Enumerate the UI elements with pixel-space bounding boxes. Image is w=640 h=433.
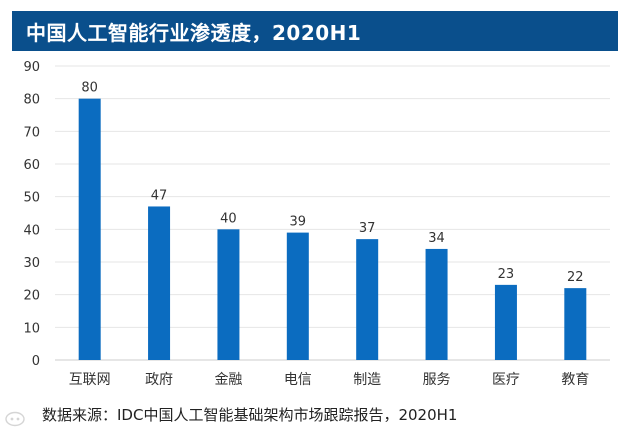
y-tick-label: 10	[23, 321, 40, 336]
bar	[564, 288, 587, 360]
y-tick-label: 70	[23, 125, 40, 140]
data-label: 47	[151, 188, 168, 203]
x-tick-label: 教育	[561, 372, 589, 388]
source-note: 数据来源：IDC中国人工智能基础架构市场跟踪报告，2020H1	[42, 406, 458, 424]
data-label: 80	[81, 81, 98, 96]
y-tick-label: 90	[23, 60, 40, 75]
title-bar: 中国人工智能行业渗透度，2020H1	[12, 11, 618, 51]
bar	[286, 232, 309, 360]
y-tick-label: 80	[23, 93, 40, 108]
data-label: 22	[567, 270, 584, 285]
data-label: 23	[498, 267, 515, 282]
y-tick-label: 20	[23, 289, 40, 304]
bar	[217, 229, 240, 360]
x-tick-label: 医疗	[492, 372, 520, 388]
bar	[148, 206, 171, 360]
y-tick-label: 60	[23, 158, 40, 173]
data-label: 34	[428, 231, 445, 246]
x-tick-label: 互联网	[69, 372, 111, 388]
bar	[356, 239, 379, 360]
data-label: 40	[220, 211, 237, 226]
y-tick-label: 50	[23, 191, 40, 206]
bar	[494, 284, 517, 360]
x-tick-label: 制造	[353, 372, 381, 388]
x-tick-label: 电信	[284, 372, 312, 388]
x-tick-label: 服务	[423, 372, 451, 388]
x-tick-label: 金融	[214, 372, 242, 388]
data-label: 39	[290, 215, 307, 230]
bar	[425, 248, 448, 360]
bar	[78, 98, 101, 361]
chart-title: 中国人工智能行业渗透度，2020H1	[26, 20, 362, 45]
watermark-icon	[5, 411, 25, 427]
x-tick-label: 政府	[145, 372, 173, 388]
y-tick-label: 0	[32, 354, 40, 369]
data-label: 37	[359, 221, 376, 236]
y-tick-label: 40	[23, 223, 40, 238]
y-tick-label: 30	[23, 256, 40, 271]
